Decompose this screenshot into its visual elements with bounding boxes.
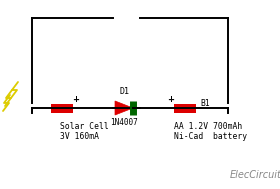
Polygon shape — [115, 101, 133, 115]
Bar — [174, 104, 196, 112]
Text: Solar Cell: Solar Cell — [60, 122, 109, 131]
Bar — [51, 104, 73, 112]
Text: ElecCircuit.com: ElecCircuit.com — [230, 170, 280, 180]
Text: B1: B1 — [200, 98, 210, 108]
Text: D1: D1 — [119, 87, 129, 96]
Text: +: + — [73, 95, 80, 105]
Text: 1N4007: 1N4007 — [110, 118, 138, 127]
Text: AA 1.2V 700mAh: AA 1.2V 700mAh — [174, 122, 242, 131]
Text: +: + — [167, 95, 174, 105]
Text: Ni-Cad  battery: Ni-Cad battery — [174, 132, 247, 141]
Text: 3V 160mA: 3V 160mA — [60, 132, 99, 141]
